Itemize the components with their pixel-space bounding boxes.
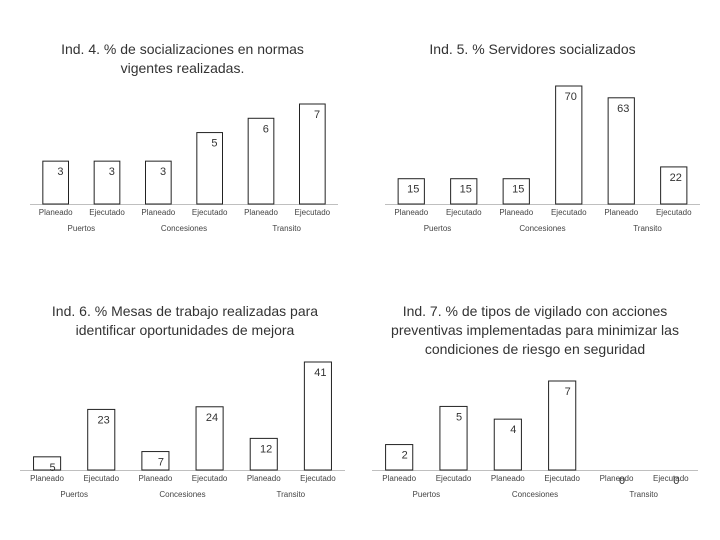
bar [249, 437, 278, 471]
bar [660, 166, 688, 205]
tick-label: Ejecutado [436, 474, 472, 483]
tick-label: Planeado [247, 474, 281, 483]
data-label: 7 [158, 457, 164, 469]
tick-label: Planeado [604, 208, 638, 217]
data-label: 15 [512, 184, 524, 196]
data-label: 0 [619, 475, 625, 487]
bar [555, 85, 583, 205]
chart-title: Ind. 5. % Servidores socializados [429, 41, 636, 57]
tick-label: Planeado [600, 474, 634, 483]
tick-label: Ejecutado [192, 208, 228, 217]
data-label: 4 [510, 424, 516, 436]
bar [299, 103, 326, 205]
group-label: Concesiones [159, 490, 205, 499]
bar [502, 178, 530, 205]
group-label: Transito [272, 224, 301, 233]
tick-label: Planeado [30, 474, 64, 483]
data-label: 15 [460, 184, 472, 196]
group-label: Transito [629, 490, 658, 499]
tick-label: Ejecutado [83, 474, 119, 483]
tick-label: Planeado [139, 474, 173, 483]
bar [42, 160, 69, 205]
data-label: 7 [314, 109, 320, 121]
data-label: 3 [57, 166, 63, 178]
tick-label: Ejecutado [544, 474, 580, 483]
group-label: Concesiones [161, 224, 207, 233]
group-label: Puertos [68, 224, 96, 233]
tick-label: Ejecutado [656, 208, 692, 217]
data-label: 15 [407, 184, 419, 196]
group-label: Puertos [424, 224, 452, 233]
bar [93, 160, 121, 205]
data-label: 23 [98, 414, 110, 426]
data-label: 70 [565, 91, 577, 103]
tick-label: Ejecutado [192, 474, 228, 483]
data-label: 3 [109, 166, 115, 178]
data-label: 12 [260, 443, 272, 455]
data-label: 24 [206, 412, 218, 424]
bar [303, 361, 332, 471]
data-label: 5 [456, 411, 462, 423]
bar [439, 405, 468, 471]
data-label: 0 [673, 475, 679, 487]
tick-label: Planeado [141, 208, 175, 217]
data-label: 63 [617, 103, 629, 115]
data-label: 5 [50, 462, 56, 474]
bar [548, 380, 577, 471]
data-label: 3 [160, 166, 166, 178]
bar [145, 160, 172, 205]
bar [196, 132, 223, 205]
data-label: 2 [402, 450, 408, 462]
group-label: Transito [277, 490, 306, 499]
bar [33, 456, 62, 471]
chart-title: Ind. 6. % Mesas de trabajo realizadas pa… [51, 303, 319, 338]
bar [450, 178, 478, 205]
group-label: Puertos [60, 490, 88, 499]
chart-title: Ind. 7. % de tipos de vigilado con accio… [391, 303, 679, 357]
tick-label: Planeado [382, 474, 416, 483]
tick-label: Ejecutado [89, 208, 125, 217]
bar [385, 444, 414, 471]
bar [141, 451, 170, 471]
tick-label: Ejecutado [295, 208, 331, 217]
data-label: 7 [565, 386, 571, 398]
tick-label: Planeado [39, 208, 73, 217]
bar [493, 418, 522, 471]
tick-label: Planeado [499, 208, 533, 217]
tick-label: Planeado [244, 208, 278, 217]
bar [397, 178, 425, 205]
bar [607, 97, 635, 205]
tick-label: Planeado [491, 474, 525, 483]
bar [87, 408, 116, 471]
data-label: 6 [263, 123, 269, 135]
data-label: 22 [670, 172, 682, 184]
tick-label: Ejecutado [551, 208, 587, 217]
tick-label: Planeado [394, 208, 428, 217]
tick-label: Ejecutado [653, 474, 689, 483]
tick-label: Ejecutado [446, 208, 482, 217]
group-label: Transito [633, 224, 662, 233]
bar [247, 117, 275, 205]
group-label: Puertos [413, 490, 441, 499]
tick-label: Ejecutado [300, 474, 336, 483]
data-label: 5 [211, 138, 217, 150]
bar [195, 406, 224, 471]
chart-title: Ind. 4. % de socializaciones en normas v… [61, 41, 304, 76]
data-label: 41 [314, 367, 326, 379]
group-label: Concesiones [512, 490, 558, 499]
group-label: Concesiones [519, 224, 565, 233]
